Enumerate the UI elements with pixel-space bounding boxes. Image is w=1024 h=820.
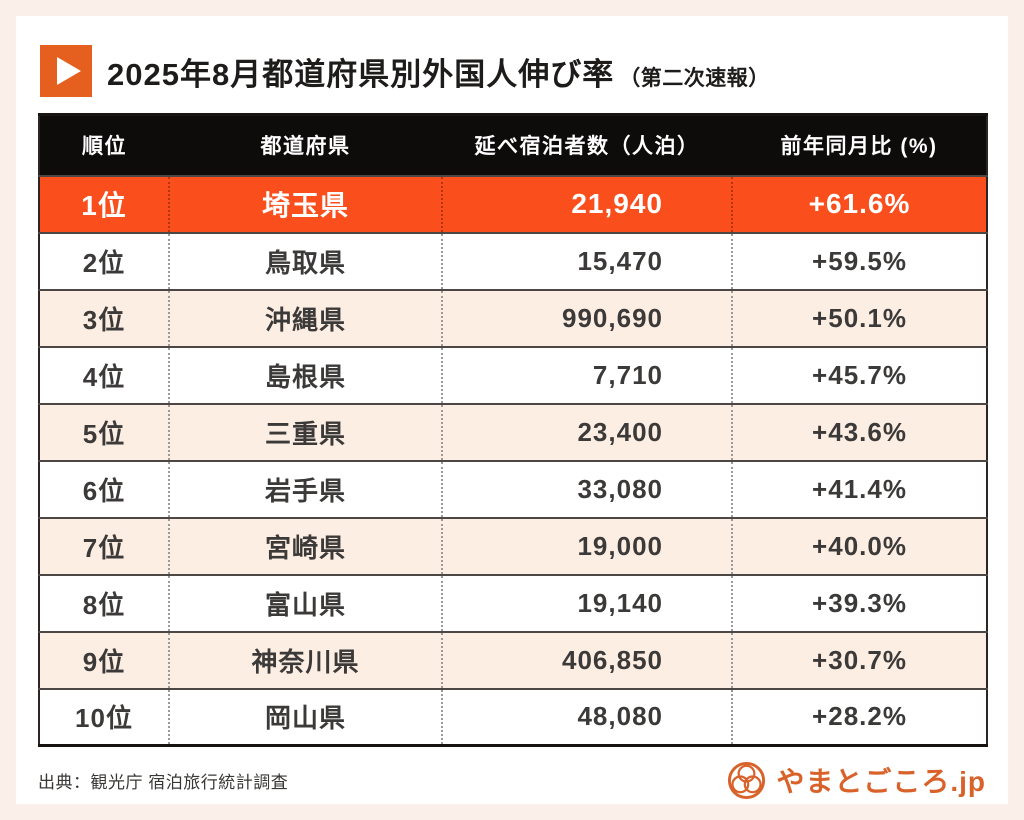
- guest-nights-cell: 19,140: [441, 574, 732, 632]
- guest-nights-cell: 15,470: [441, 232, 732, 290]
- prefecture-cell: 埼玉県: [168, 175, 442, 233]
- table-row: 3位 沖縄県 990,690 +50.1%: [39, 289, 987, 347]
- table-header: 順位 都道府県 延べ宿泊者数（人泊） 前年同月比 (%): [39, 114, 987, 176]
- prefecture-cell: 沖縄県: [168, 289, 442, 347]
- prefecture-cell: 神奈川県: [168, 631, 442, 689]
- page-title-sub: （第二次速報）: [619, 66, 770, 90]
- guest-nights-cell: 48,080: [441, 688, 732, 746]
- yoy-change-cell: +45.7%: [731, 346, 987, 404]
- yoy-change-cell: +41.4%: [731, 460, 987, 518]
- yoy-change-cell: +50.1%: [731, 289, 987, 347]
- table-row: 4位 島根県 7,710 +45.7%: [39, 346, 987, 404]
- title-bar: 2025年8月都道府県別外国人伸び率 （第二次速報）: [40, 45, 986, 97]
- header-rank: 順位: [82, 135, 127, 159]
- guest-nights-cell: 33,080: [441, 460, 732, 518]
- prefecture-cell: 鳥取県: [168, 232, 442, 290]
- guest-nights-cell: 19,000: [441, 517, 732, 575]
- source-note: 出典：観光庁 宿泊旅行統計調査: [38, 772, 289, 792]
- rank-cell: 6位: [82, 475, 126, 506]
- table-row: 5位 三重県 23,400 +43.6%: [39, 403, 987, 461]
- page-title: 2025年8月都道府県別外国人伸び率 （第二次速報）: [107, 49, 770, 94]
- footer: 出典：観光庁 宿泊旅行統計調査 やまとごころ.jp: [38, 747, 986, 813]
- rank-cell: 9位: [82, 646, 126, 677]
- table-row: 1位 埼玉県 21,940 +61.6%: [39, 175, 987, 233]
- guest-nights-cell: 406,850: [441, 631, 732, 689]
- infographic-card: 2025年8月都道府県別外国人伸び率 （第二次速報） 順位 都道府県 延べ宿泊者…: [16, 16, 1008, 804]
- guest-nights-cell: 21,940: [441, 175, 732, 233]
- table-row: 9位 神奈川県 406,850 +30.7%: [39, 631, 987, 689]
- table-body: 1位 埼玉県 21,940 +61.6% 2位 鳥取県 15,470 +59.5…: [39, 175, 987, 746]
- prefecture-cell: 島根県: [168, 346, 442, 404]
- rank-cell: 3位: [82, 304, 126, 335]
- rank-cell: 10位: [75, 703, 133, 734]
- rank-cell: 7位: [82, 532, 126, 563]
- prefecture-cell: 富山県: [168, 574, 442, 632]
- prefecture-cell: 岡山県: [168, 688, 442, 746]
- guest-nights-cell: 990,690: [441, 289, 732, 347]
- table-row: 2位 鳥取県 15,470 +59.5%: [39, 232, 987, 290]
- prefecture-cell: 宮崎県: [168, 517, 442, 575]
- table-row: 6位 岩手県 33,080 +41.4%: [39, 460, 987, 518]
- rank-cell: 8位: [82, 589, 126, 620]
- rank-cell: 1位: [81, 190, 127, 221]
- yoy-change-cell: +30.7%: [731, 631, 987, 689]
- header-guest-nights: 延べ宿泊者数（人泊）: [474, 135, 700, 159]
- yoy-change-cell: +61.6%: [731, 175, 987, 233]
- table-row: 8位 富山県 19,140 +39.3%: [39, 574, 987, 632]
- rank-cell: 2位: [82, 247, 126, 278]
- play-icon: [40, 45, 92, 97]
- page-title-main: 2025年8月都道府県別外国人伸び率: [107, 56, 615, 92]
- guest-nights-cell: 23,400: [441, 403, 732, 461]
- guest-nights-cell: 7,710: [441, 346, 732, 404]
- table-row: 7位 宮崎県 19,000 +40.0%: [39, 517, 987, 575]
- header-yoy-change: 前年同月比 (%): [780, 135, 938, 159]
- yoy-change-cell: +43.6%: [731, 403, 987, 461]
- table-row: 10位 岡山県 48,080 +28.2%: [39, 688, 987, 746]
- yamatogokoro-logo: やまとごころ.jp: [726, 760, 986, 801]
- prefecture-cell: 岩手県: [168, 460, 442, 518]
- triple-ring-circle-icon: [728, 761, 766, 799]
- prefecture-cell: 三重県: [168, 403, 442, 461]
- rank-cell: 5位: [82, 418, 126, 449]
- yoy-change-cell: +40.0%: [731, 517, 987, 575]
- yoy-change-cell: +59.5%: [731, 232, 987, 290]
- yoy-change-cell: +39.3%: [731, 574, 987, 632]
- header-prefecture: 都道府県: [260, 135, 351, 159]
- yoy-change-cell: +28.2%: [731, 688, 987, 746]
- ranking-table: 順位 都道府県 延べ宿泊者数（人泊） 前年同月比 (%) 1位 埼玉県 21,9…: [38, 113, 988, 747]
- rank-cell: 4位: [82, 361, 126, 392]
- logo-text: やまとごころ.jp: [776, 766, 986, 797]
